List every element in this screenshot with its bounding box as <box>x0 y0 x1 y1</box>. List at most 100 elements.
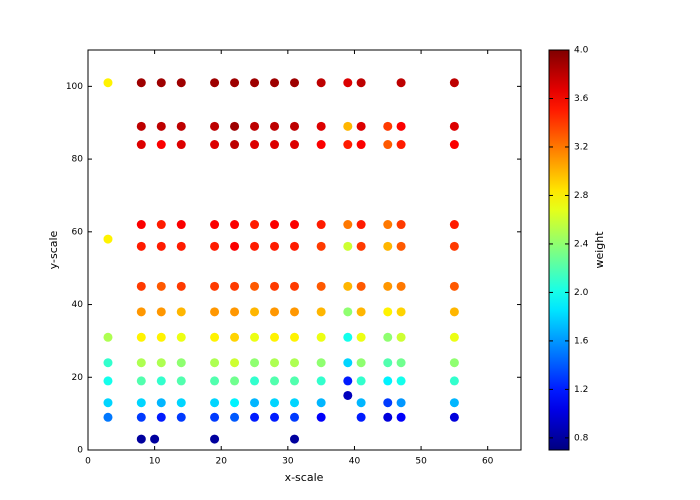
point <box>136 358 146 368</box>
point <box>316 412 326 422</box>
point <box>396 376 406 386</box>
point <box>396 140 406 150</box>
point <box>343 390 353 400</box>
colorbar-label: weight <box>593 231 606 269</box>
point <box>356 307 366 317</box>
point <box>383 121 393 131</box>
colorbar-tick-label: 0.8 <box>574 433 589 443</box>
colorbar-tick-label: 4.0 <box>574 46 589 56</box>
point <box>290 434 300 444</box>
x-tick-label: 40 <box>349 457 361 467</box>
point <box>230 332 240 342</box>
point <box>383 241 393 251</box>
point <box>316 358 326 368</box>
point <box>250 307 260 317</box>
point <box>156 220 166 230</box>
point <box>136 78 146 88</box>
point <box>290 307 300 317</box>
point <box>383 307 393 317</box>
colorbar-tick-label: 3.6 <box>574 94 589 104</box>
point <box>343 121 353 131</box>
point <box>150 434 160 444</box>
point <box>383 140 393 150</box>
point <box>356 398 366 408</box>
point <box>210 412 220 422</box>
point <box>156 358 166 368</box>
point <box>250 121 260 131</box>
point <box>103 234 113 244</box>
point <box>396 358 406 368</box>
point <box>316 307 326 317</box>
point <box>356 376 366 386</box>
point <box>156 398 166 408</box>
point <box>356 121 366 131</box>
point <box>250 281 260 291</box>
point <box>230 307 240 317</box>
point <box>290 281 300 291</box>
point <box>343 358 353 368</box>
point <box>290 376 300 386</box>
colorbar-tick-label: 1.2 <box>574 385 588 395</box>
point <box>290 398 300 408</box>
point <box>383 332 393 342</box>
point <box>316 220 326 230</box>
point <box>156 281 166 291</box>
point <box>356 358 366 368</box>
x-tick-label: 0 <box>85 457 91 467</box>
point <box>343 376 353 386</box>
point <box>210 358 220 368</box>
point <box>270 376 280 386</box>
point <box>210 398 220 408</box>
point <box>103 376 113 386</box>
point <box>270 241 280 251</box>
point <box>449 376 459 386</box>
point <box>356 281 366 291</box>
point <box>230 241 240 251</box>
point <box>210 241 220 251</box>
point <box>270 398 280 408</box>
point <box>270 332 280 342</box>
y-tick-label: 60 <box>72 227 84 237</box>
point <box>136 398 146 408</box>
point <box>136 307 146 317</box>
point <box>449 140 459 150</box>
point <box>136 121 146 131</box>
point <box>250 140 260 150</box>
point <box>383 412 393 422</box>
point <box>270 412 280 422</box>
point <box>176 281 186 291</box>
point <box>316 281 326 291</box>
point <box>316 332 326 342</box>
point <box>250 220 260 230</box>
point <box>383 281 393 291</box>
point <box>250 376 260 386</box>
point <box>383 376 393 386</box>
colorbar-tick-label: 3.2 <box>574 142 588 152</box>
y-tick-label: 40 <box>72 300 84 310</box>
point <box>356 78 366 88</box>
point <box>396 281 406 291</box>
point <box>103 332 113 342</box>
point <box>230 140 240 150</box>
point <box>230 78 240 88</box>
point <box>449 332 459 342</box>
point <box>156 412 166 422</box>
point <box>343 307 353 317</box>
y-axis-label: y-scale <box>47 230 60 269</box>
colorbar-tick-label: 2.8 <box>574 191 589 201</box>
point <box>136 140 146 150</box>
point <box>449 78 459 88</box>
point <box>250 332 260 342</box>
point <box>156 307 166 317</box>
point <box>156 140 166 150</box>
point <box>230 398 240 408</box>
point <box>316 140 326 150</box>
point <box>396 412 406 422</box>
point <box>343 332 353 342</box>
point <box>210 78 220 88</box>
point <box>103 78 113 88</box>
point <box>136 412 146 422</box>
colorbar-tick-label: 1.6 <box>574 336 589 346</box>
point <box>176 398 186 408</box>
point <box>356 220 366 230</box>
